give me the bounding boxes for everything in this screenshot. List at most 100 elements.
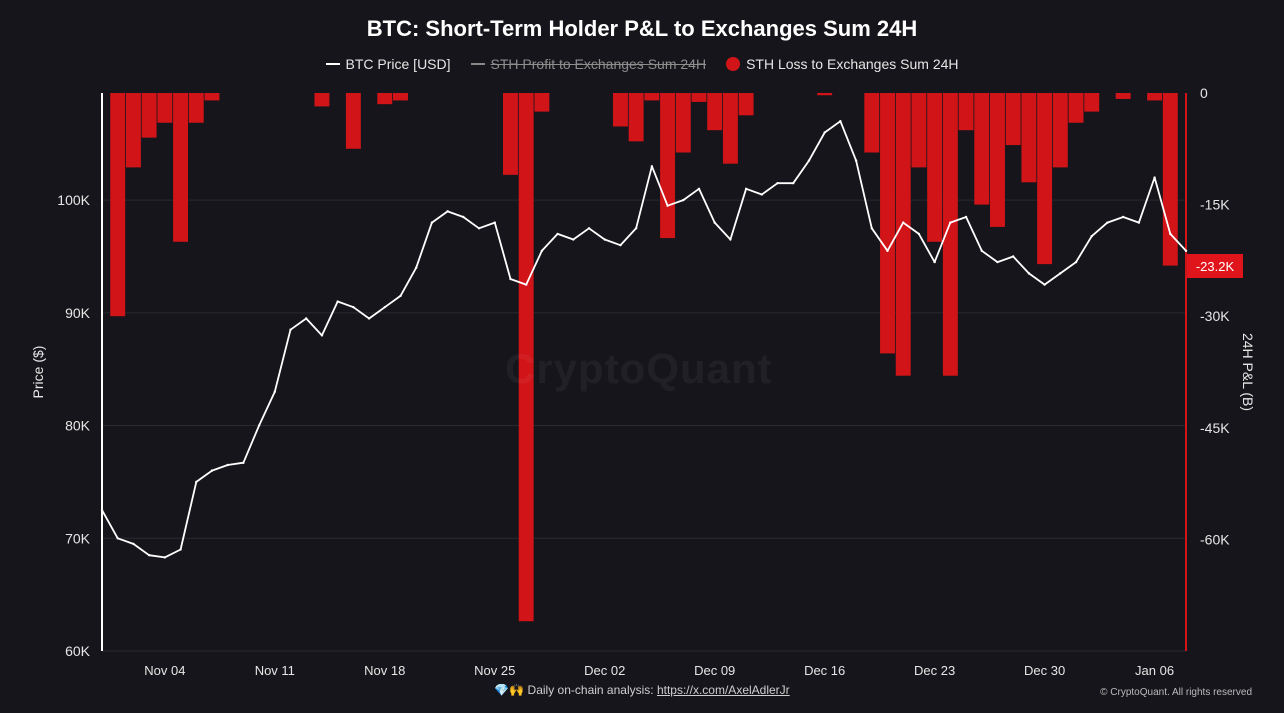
x-tick-label: Nov 25 [474, 663, 515, 678]
btc-price-point [697, 187, 701, 191]
btc-price-point [650, 165, 654, 168]
btc-price-point [902, 221, 905, 224]
legend-item-btc-price[interactable]: BTC Price [USD] [325, 56, 451, 72]
loss-bar [518, 93, 534, 622]
btc-price-point [132, 542, 135, 546]
btc-price-point [383, 305, 386, 309]
loss-bar [1037, 93, 1053, 265]
btc-price-point [1169, 232, 1172, 236]
btc-price-point [1184, 249, 1188, 253]
btc-price-point [917, 232, 921, 236]
btc-price-point [273, 390, 277, 393]
loss-bar [1147, 93, 1163, 101]
loss-bar [1084, 93, 1100, 112]
y-left-tick-label: 60K [65, 643, 91, 659]
btc-price-point [415, 266, 418, 269]
x-tick-label: Jan 06 [1135, 663, 1174, 678]
loss-bar [927, 93, 943, 242]
legend-item-sth-profit[interactable]: STH Profit to Exchanges Sum 24H [470, 56, 707, 72]
loss-bar [1021, 93, 1037, 183]
loss-bar [125, 93, 141, 168]
btc-price-point [587, 227, 591, 230]
x-tick-label: Dec 23 [914, 663, 955, 678]
loss-bar [911, 93, 927, 168]
x-tick-label: Nov 04 [144, 663, 185, 678]
btc-price-point [100, 508, 104, 512]
btc-price-point [477, 227, 481, 230]
btc-price-point [996, 260, 999, 264]
btc-price-point [320, 334, 324, 337]
loss-bar [1005, 93, 1021, 146]
btc-price-point [792, 181, 795, 185]
footer-link[interactable]: https://x.com/AxelAdlerJr [656, 683, 790, 697]
btc-price-line [101, 120, 1187, 559]
btc-price-point [1153, 176, 1156, 179]
btc-price-point [933, 260, 936, 264]
btc-price-point [336, 300, 339, 303]
btc-price-point [163, 556, 167, 559]
btc-price-point [556, 232, 559, 236]
loss-bar [722, 93, 738, 164]
btc-price-point [352, 305, 355, 309]
btc-price-point [949, 221, 952, 224]
watermark: CryptoQuant [505, 345, 773, 392]
y-left-tick-label: 100K [57, 192, 90, 208]
loss-bar [974, 93, 990, 205]
footer-icons: 💎🙌 [494, 683, 525, 697]
btc-price-point [1074, 260, 1078, 264]
legend-label-sth-loss: STH Loss to Exchanges Sum 24H [746, 56, 959, 72]
y-left-tick-label: 90K [65, 305, 91, 321]
loss-bar [503, 93, 518, 175]
btc-price-point [1137, 221, 1141, 224]
btc-price-point [964, 215, 968, 219]
loss-bar [141, 93, 157, 138]
loss-bar [534, 93, 550, 112]
btc-price-point [572, 238, 575, 241]
btc-price-point [666, 204, 669, 207]
y-left-tick-label: 80K [65, 418, 91, 434]
loss-bar [880, 93, 895, 354]
btc-price-point [430, 221, 434, 224]
btc-price-point [744, 187, 748, 191]
legend-label-sth-profit: STH Profit to Exchanges Sum 24H [490, 56, 707, 72]
loss-bar [345, 93, 361, 149]
loss-bar [958, 93, 974, 131]
y-right-tick-label: -45K [1200, 420, 1230, 436]
btc-price-point [195, 480, 198, 484]
btc-price-point [729, 238, 732, 241]
btc-price-point [116, 537, 119, 540]
loss-bar [393, 93, 408, 101]
legend-dot-swatch [726, 57, 741, 71]
btc-price-point [1027, 272, 1031, 275]
loss-bar [691, 93, 707, 102]
loss-bar [612, 93, 628, 127]
btc-price-point [807, 159, 811, 162]
loss-bar [707, 93, 723, 131]
loss-bar [895, 93, 911, 376]
y-right-tick-label: 0 [1200, 85, 1208, 101]
y-right-axis-title: 24H P&L (B) [1240, 333, 1256, 411]
chart-title: BTC: Short-Term Holder P&L to Exchanges … [366, 16, 918, 41]
btc-price-point [493, 221, 496, 224]
btc-price-point [147, 553, 151, 557]
btc-price-point [399, 294, 402, 298]
loss-bar [188, 93, 204, 123]
btc-price-point [619, 243, 622, 247]
x-tick-label: Dec 09 [694, 663, 735, 678]
btc-price-point [305, 317, 308, 320]
loss-bar [675, 93, 691, 153]
y-left-tick-label: 70K [65, 530, 91, 546]
btc-price-point [367, 317, 371, 320]
x-tick-label: Dec 30 [1024, 663, 1065, 678]
legend-line-swatch [325, 63, 340, 65]
loss-bar [1115, 93, 1131, 99]
btc-price-point [257, 424, 261, 427]
btc-price-point [446, 210, 449, 213]
legend-item-sth-loss[interactable]: STH Loss to Exchanges Sum 24H [726, 56, 959, 72]
footer: 💎🙌 Daily on-chain analysis: https://x.co… [0, 683, 1284, 697]
btc-price-point [760, 193, 764, 196]
copyright: © CryptoQuant. All rights reserved [1100, 687, 1252, 698]
btc-price-point [980, 249, 983, 253]
y-left-axis-title: Price ($) [30, 346, 46, 399]
